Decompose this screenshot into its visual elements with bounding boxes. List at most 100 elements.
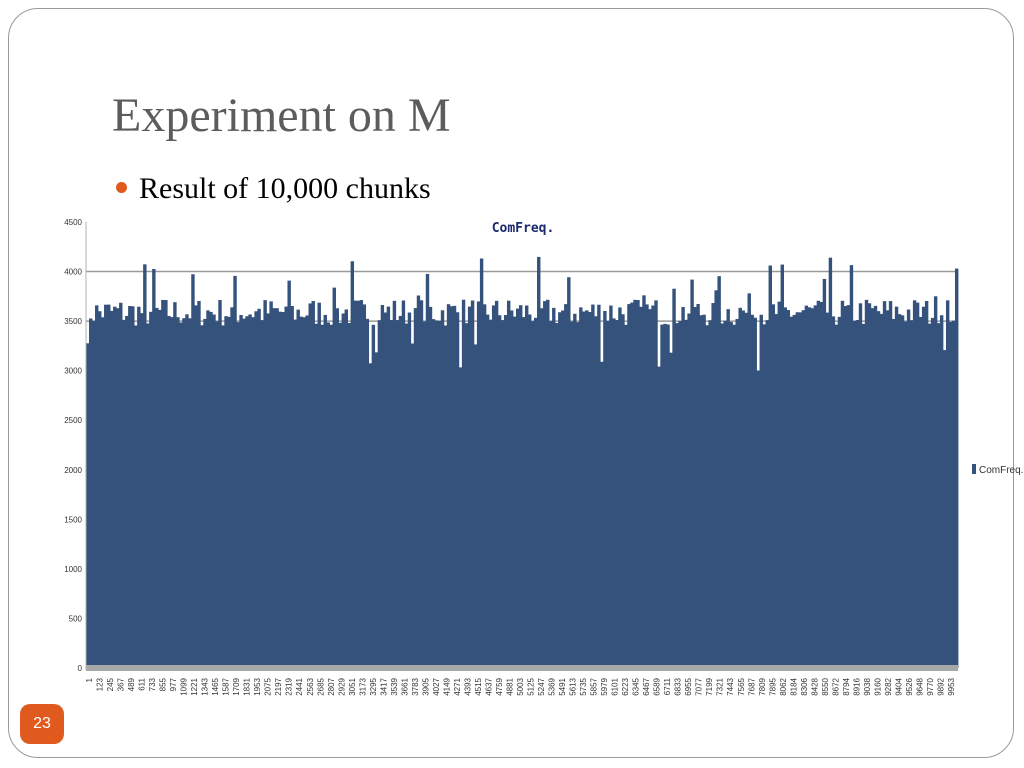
bar xyxy=(570,321,574,668)
bar xyxy=(185,314,189,668)
bar xyxy=(954,268,959,668)
bar xyxy=(663,323,667,668)
x-axis-baseline xyxy=(86,665,958,671)
bar xyxy=(759,314,763,668)
bar xyxy=(290,306,294,668)
x-tick-label: 1465 xyxy=(211,677,220,695)
bar xyxy=(155,307,159,668)
x-tick-label: 1 xyxy=(85,677,94,682)
bar xyxy=(951,320,956,668)
bar xyxy=(576,322,580,668)
bar xyxy=(543,301,547,668)
bar xyxy=(798,312,803,668)
bar xyxy=(221,325,225,668)
bar xyxy=(161,299,165,668)
bar xyxy=(347,322,352,668)
bar xyxy=(146,323,150,668)
bar xyxy=(89,318,93,668)
bar xyxy=(732,324,736,668)
bar xyxy=(374,352,379,668)
bar xyxy=(137,306,141,668)
bar xyxy=(843,306,848,668)
bar xyxy=(561,310,565,668)
bar xyxy=(747,293,751,668)
bar xyxy=(410,343,415,668)
x-tick-label: 9404 xyxy=(894,677,903,695)
bar xyxy=(305,315,309,668)
x-tick-label: 2075 xyxy=(264,677,273,695)
bar xyxy=(903,321,908,668)
bar xyxy=(648,309,652,668)
bar xyxy=(750,314,754,668)
bar xyxy=(786,310,791,668)
bar xyxy=(720,323,724,668)
bar xyxy=(446,304,451,668)
x-tick-label: 3905 xyxy=(421,677,430,695)
x-tick-label: 977 xyxy=(169,677,178,691)
x-tick-label: 4027 xyxy=(432,677,441,695)
x-tick-label: 8550 xyxy=(821,677,830,695)
bar xyxy=(801,310,806,668)
bar xyxy=(909,320,914,668)
x-tick-label: 6223 xyxy=(621,677,630,695)
bar xyxy=(789,316,794,668)
bar xyxy=(203,318,207,668)
y-tick-label: 4000 xyxy=(64,268,82,277)
x-tick-label: 1831 xyxy=(243,677,252,695)
bar xyxy=(603,310,607,668)
bar xyxy=(407,312,412,668)
bar xyxy=(500,320,505,668)
bar xyxy=(209,311,213,668)
y-tick-label: 0 xyxy=(78,664,83,673)
bar xyxy=(840,300,845,668)
bar xyxy=(116,308,120,668)
bar xyxy=(302,317,306,668)
x-tick-label: 6589 xyxy=(653,677,662,695)
bar xyxy=(236,322,240,668)
y-tick-label: 3000 xyxy=(64,367,82,376)
bar xyxy=(164,300,168,668)
bar xyxy=(585,310,589,668)
bar xyxy=(251,317,255,668)
bar xyxy=(245,316,249,668)
bar xyxy=(540,308,544,668)
bar xyxy=(386,306,391,668)
bar xyxy=(816,300,821,668)
bar xyxy=(176,317,180,668)
bar xyxy=(287,280,291,668)
bar xyxy=(630,302,634,668)
bar xyxy=(152,269,156,668)
bar xyxy=(870,308,875,668)
bar xyxy=(717,276,721,668)
bar xyxy=(371,324,376,668)
x-tick-label: 611 xyxy=(138,677,147,690)
x-tick-label: 4637 xyxy=(485,677,494,695)
bar xyxy=(654,300,658,668)
bar xyxy=(122,319,126,668)
x-tick-label: 5613 xyxy=(569,677,578,695)
x-tick-label: 2441 xyxy=(295,677,304,695)
bar xyxy=(711,303,715,668)
x-tick-label: 489 xyxy=(127,677,136,691)
bar xyxy=(552,307,556,668)
bar xyxy=(182,318,186,668)
y-tick-label: 2000 xyxy=(64,466,82,475)
bar xyxy=(218,300,222,668)
bar xyxy=(768,265,772,668)
bar xyxy=(555,323,559,668)
x-tick-label: 1099 xyxy=(180,677,189,695)
bar xyxy=(344,309,348,668)
bar xyxy=(422,321,427,668)
bar xyxy=(401,300,406,668)
bar xyxy=(380,305,385,668)
bar xyxy=(314,323,318,668)
bar xyxy=(804,305,809,668)
x-tick-label: 1953 xyxy=(253,677,262,695)
bar xyxy=(383,312,388,668)
bar xyxy=(696,304,700,668)
x-tick-label: 9953 xyxy=(947,677,956,695)
bar xyxy=(573,313,577,668)
bar xyxy=(479,258,484,668)
bar xyxy=(906,309,911,668)
x-tick-label: 6101 xyxy=(611,677,620,695)
